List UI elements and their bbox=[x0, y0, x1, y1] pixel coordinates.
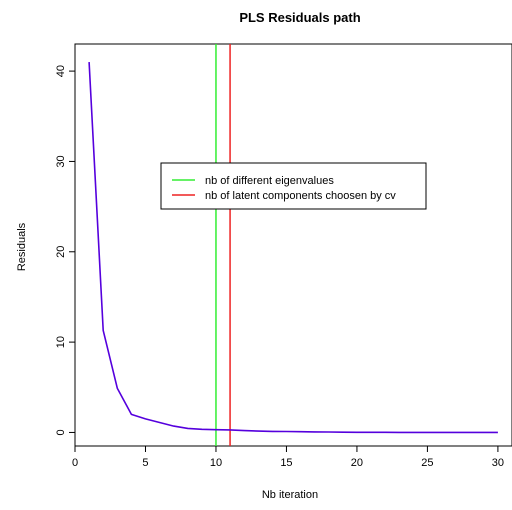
legend-label-components: nb of latent components choosen by cv bbox=[205, 190, 396, 202]
x-tick-label: 20 bbox=[351, 457, 363, 469]
legend-box bbox=[160, 162, 427, 210]
y-tick-label: 20 bbox=[55, 246, 67, 258]
x-tick-label: 10 bbox=[210, 457, 222, 469]
y-tick-label: 10 bbox=[55, 336, 67, 348]
x-tick-label: 0 bbox=[72, 457, 78, 469]
legend: nb of different eigenvalues nb of latent… bbox=[160, 162, 427, 210]
x-tick-label: 15 bbox=[280, 457, 292, 469]
y-tick-label: 40 bbox=[55, 65, 67, 77]
y-axis: 0 10 20 30 40 bbox=[55, 65, 75, 436]
y-tick-label: 0 bbox=[55, 429, 67, 435]
y-tick-label: 30 bbox=[55, 155, 67, 167]
x-tick-label: 30 bbox=[492, 457, 504, 469]
x-axis-label: Nb iteration bbox=[262, 489, 318, 501]
y-axis-label: Residuals bbox=[16, 222, 28, 271]
plot-frame bbox=[74, 43, 512, 447]
series-layer bbox=[88, 62, 498, 434]
x-tick-label: 5 bbox=[142, 457, 148, 469]
x-tick-label: 25 bbox=[421, 457, 433, 469]
residuals-line bbox=[88, 62, 498, 434]
reference-lines bbox=[215, 44, 231, 446]
x-axis: 0 5 10 15 20 25 30 bbox=[72, 446, 504, 469]
chart-title: PLS Residuals path bbox=[239, 10, 360, 25]
legend-label-eigenvalues: nb of different eigenvalues bbox=[205, 175, 334, 187]
